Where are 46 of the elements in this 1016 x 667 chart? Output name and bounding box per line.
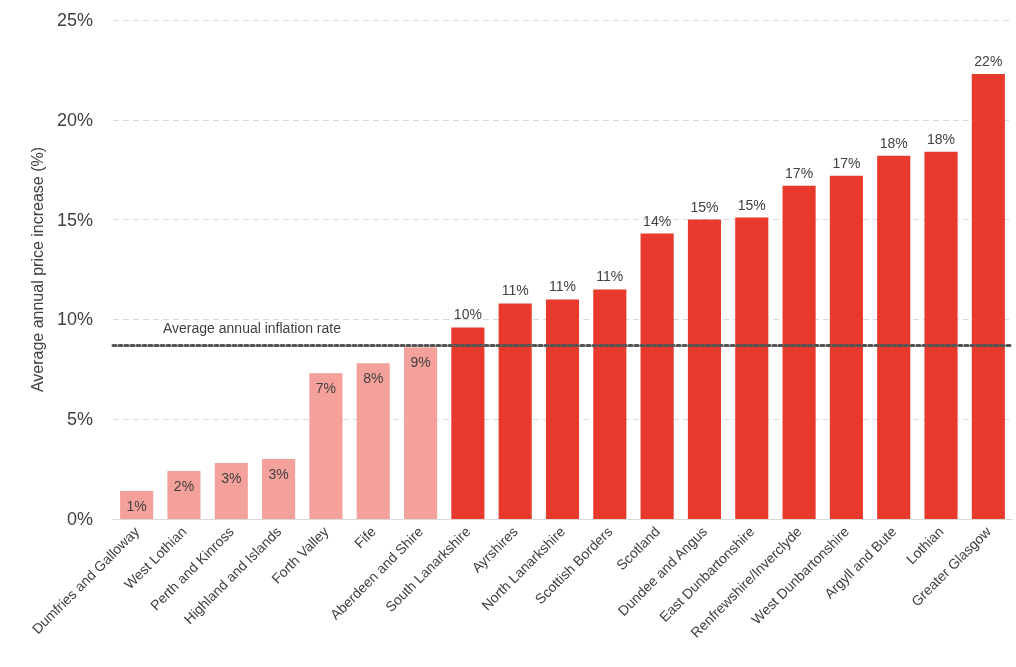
data-label: 9%	[410, 354, 431, 371]
y-axis-title: Average annual price increase (%)	[28, 146, 46, 393]
bar	[877, 155, 911, 519]
ref-line-label: Average annual inflation rate	[163, 320, 342, 337]
data-label: 7%	[315, 380, 337, 397]
bar	[451, 327, 485, 519]
data-label: 3%	[268, 466, 289, 483]
bar	[167, 471, 201, 519]
bar	[545, 299, 580, 519]
bar	[687, 219, 722, 519]
y-tick-label: 15%	[56, 209, 93, 230]
y-tick-label: 10%	[56, 309, 93, 330]
data-label: 18%	[927, 130, 956, 147]
data-label: 15%	[690, 198, 719, 215]
bar	[782, 185, 816, 519]
y-tick-label: 25%	[56, 10, 93, 30]
y-tick-label: 0%	[66, 509, 93, 529]
data-label: 17%	[785, 164, 814, 181]
bar	[262, 459, 296, 519]
bar	[735, 217, 769, 519]
data-label: 11%	[596, 268, 624, 285]
bar	[829, 175, 863, 519]
data-label: 17%	[832, 154, 861, 171]
bar	[309, 373, 343, 519]
x-tick-label: Fife	[351, 523, 380, 552]
bar	[403, 347, 438, 519]
bar	[214, 463, 248, 519]
bar	[924, 151, 958, 519]
bar	[640, 233, 674, 519]
data-label: 11%	[501, 282, 529, 299]
y-tick-label: 20%	[56, 109, 93, 130]
data-label: 10%	[453, 306, 482, 323]
bar	[498, 303, 532, 519]
data-label: 8%	[363, 370, 384, 387]
data-label: 2%	[173, 478, 195, 495]
data-label: 14%	[643, 212, 672, 229]
data-label: 11%	[549, 278, 576, 295]
data-label: 15%	[737, 196, 766, 213]
data-label: 3%	[221, 470, 242, 487]
bar	[971, 73, 1005, 519]
data-label: 18%	[879, 134, 908, 151]
data-label: 22%	[974, 52, 1003, 69]
bar	[593, 289, 627, 519]
y-tick-label: 5%	[66, 409, 93, 430]
bar	[356, 363, 390, 519]
data-label: 1%	[126, 498, 147, 515]
